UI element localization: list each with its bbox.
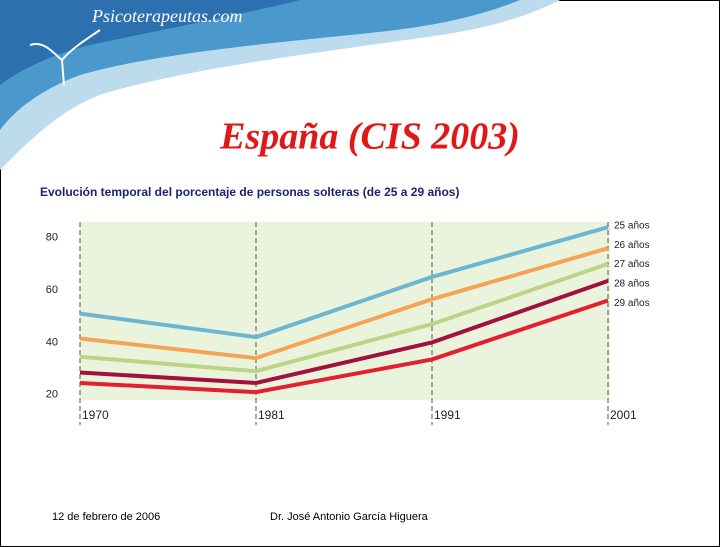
x-tick-label: 2001: [610, 408, 637, 422]
y-tick-label: 40: [46, 336, 58, 348]
series-label: 26 años: [614, 240, 650, 251]
series-line: [79, 279, 609, 385]
slide-title: España (CIS 2003): [219, 116, 520, 158]
series-line: [79, 246, 609, 361]
site-name: Psicoterapeutas.com: [91, 6, 242, 26]
series-label: 27 años: [614, 259, 650, 270]
series-label: 29 años: [614, 298, 650, 309]
chart-title: Evolución temporal del porcentaje de per…: [40, 185, 459, 199]
series-line: [79, 261, 609, 374]
series-label: 28 años: [614, 279, 650, 290]
y-tick-label: 80: [46, 232, 58, 244]
x-tick-label: 1970: [82, 408, 109, 422]
logo: [29, 29, 101, 86]
series-line: [79, 225, 609, 340]
series-line: [79, 298, 609, 395]
header-swoosh: [0, 0, 300, 85]
x-tick-label: 1981: [258, 408, 285, 422]
footer-date: 12 de febrero de 2006: [52, 511, 160, 523]
y-tick-label: 60: [46, 284, 58, 296]
x-tick-label: 1991: [434, 408, 461, 422]
series-label: 25 años: [614, 221, 650, 232]
footer-author: Dr. José Antonio García Higuera: [270, 511, 429, 523]
y-tick-label: 20: [46, 389, 58, 401]
